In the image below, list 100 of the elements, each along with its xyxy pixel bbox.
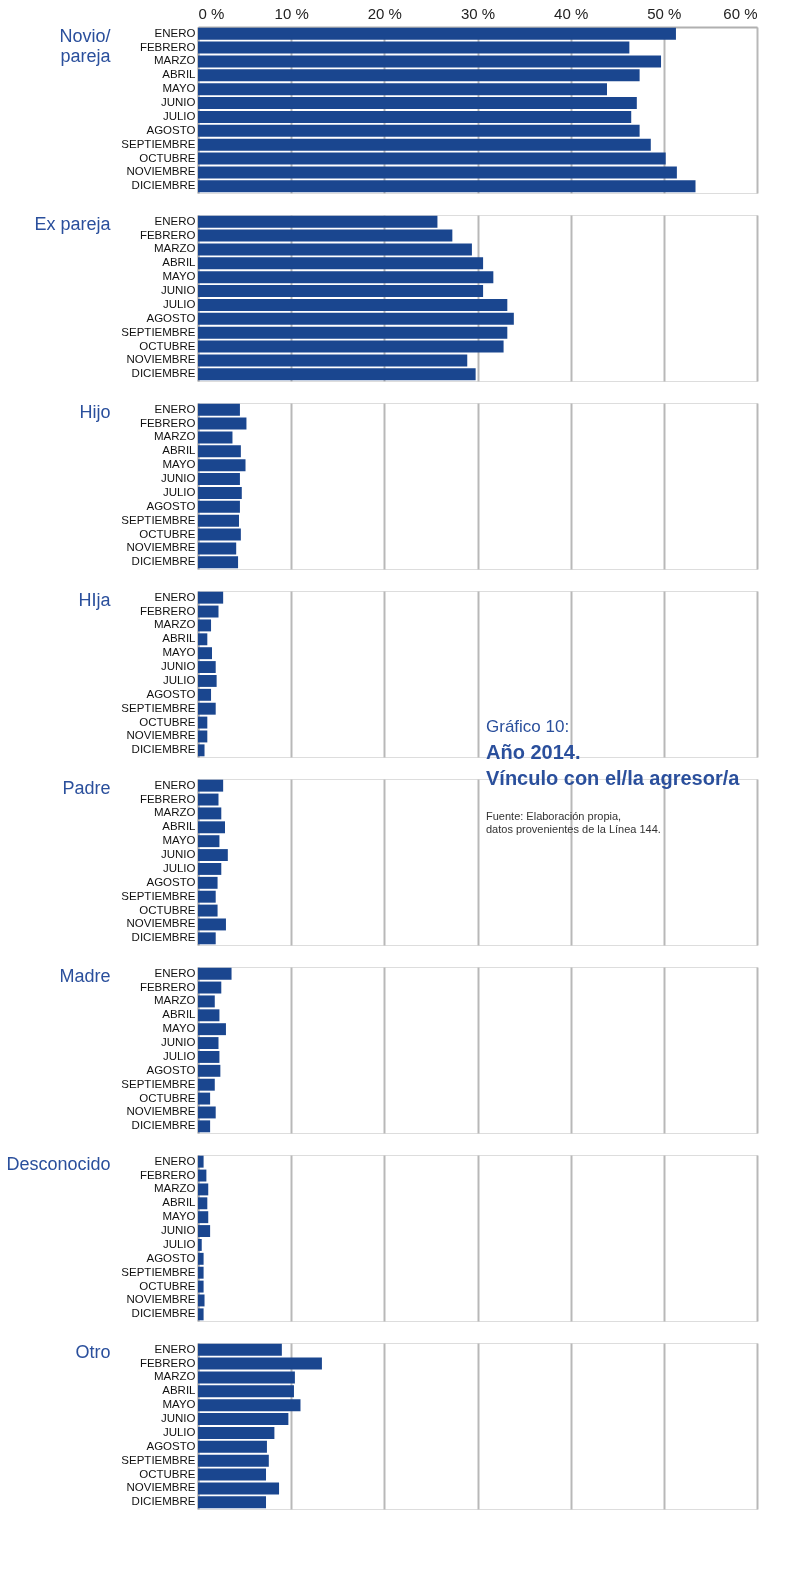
y-tick-label: ABRIL xyxy=(162,444,197,457)
y-tick-label: MARZO xyxy=(153,430,196,443)
y-tick-label: OCTUBRE xyxy=(139,1467,196,1480)
bar xyxy=(198,1197,208,1210)
y-tick-label: SEPTIEMBRE xyxy=(121,701,196,714)
y-tick-label: DICIEMBRE xyxy=(131,1119,196,1132)
bar xyxy=(198,967,232,980)
y-tick-label: OCTUBRE xyxy=(139,903,196,916)
y-tick-label: DICIEMBRE xyxy=(131,555,196,568)
bar xyxy=(198,1064,221,1077)
y-tick-label: OCTUBRE xyxy=(139,151,196,164)
bar xyxy=(198,271,494,284)
bar xyxy=(198,1399,301,1412)
y-tick-label: JUNIO xyxy=(161,848,196,861)
y-tick-label: ABRIL xyxy=(162,1384,197,1397)
bar xyxy=(198,473,240,486)
y-tick-label: ENERO xyxy=(154,402,196,415)
y-tick-label: OCTUBRE xyxy=(139,1279,196,1292)
bar xyxy=(198,1385,294,1398)
bar xyxy=(198,1120,211,1133)
y-tick-label: MAYO xyxy=(162,1210,196,1223)
bar xyxy=(198,1037,219,1050)
y-tick-label: MARZO xyxy=(153,618,196,631)
y-tick-label: ENERO xyxy=(154,966,196,979)
y-tick-label: FEBRERO xyxy=(139,1356,196,1369)
bar xyxy=(198,1238,202,1251)
bar xyxy=(198,744,205,757)
x-tick-label: 20 % xyxy=(367,4,402,22)
bar xyxy=(198,932,216,945)
y-axis-title: Otro xyxy=(75,1341,111,1362)
y-tick-label: AGOSTO xyxy=(146,687,196,700)
bar xyxy=(198,445,241,458)
bar xyxy=(198,1343,282,1356)
y-tick-label: SEPTIEMBRE xyxy=(121,1077,196,1090)
y-tick-label: ABRIL xyxy=(162,820,197,833)
y-tick-label: AGOSTO xyxy=(146,875,196,888)
y-tick-label: NOVIEMBRE xyxy=(126,541,196,554)
x-tick-label: 10 % xyxy=(274,4,309,22)
y-tick-label: ABRIL xyxy=(162,1196,197,1209)
y-tick-label: ABRIL xyxy=(162,1008,197,1021)
y-tick-label: MAYO xyxy=(162,82,196,95)
bar xyxy=(198,835,220,848)
bar xyxy=(198,285,484,298)
bar xyxy=(198,647,212,660)
x-tick-label: 40 % xyxy=(554,4,589,22)
y-tick-label: JULIO xyxy=(162,861,196,874)
bar xyxy=(198,459,246,472)
y-axis-title: Novio/ pareja xyxy=(59,25,112,66)
y-axis-title: Padre xyxy=(62,777,111,798)
y-tick-label: NOVIEMBRE xyxy=(126,1481,196,1494)
bar xyxy=(198,1211,209,1224)
y-tick-label: ENERO xyxy=(154,1342,196,1355)
y-tick-label: DICIEMBRE xyxy=(131,367,196,380)
bar xyxy=(198,688,212,701)
y-tick-label: JUNIO xyxy=(161,1036,196,1049)
y-tick-label: OCTUBRE xyxy=(139,715,196,728)
y-tick-label: AGOSTO xyxy=(146,1063,196,1076)
bar xyxy=(198,1440,267,1453)
y-tick-label: JULIO xyxy=(162,673,196,686)
y-tick-label: ABRIL xyxy=(162,632,197,645)
bar xyxy=(198,862,222,875)
y-tick-label: JUNIO xyxy=(161,284,196,297)
annotation: Fuente: Elaboración propia, datos provenientes de la Línea 144. xyxy=(486,810,661,835)
bar xyxy=(198,1252,204,1265)
bar xyxy=(198,326,508,339)
bar xyxy=(198,257,484,270)
y-tick-label: OCTUBRE xyxy=(139,1091,196,1104)
y-tick-label: MARZO xyxy=(153,1182,196,1195)
chart-title: Año 2014. Vínculo con el/la agresor/a xyxy=(486,741,741,789)
x-tick-label: 50 % xyxy=(647,4,682,22)
y-axis-title: Hijo xyxy=(79,401,111,422)
y-tick-label: ABRIL xyxy=(162,256,197,269)
y-tick-label: MAYO xyxy=(162,458,196,471)
y-axis-title: HIja xyxy=(78,589,112,610)
y-tick-label: JUNIO xyxy=(161,660,196,673)
y-tick-label: MARZO xyxy=(153,1370,196,1383)
y-tick-label: NOVIEMBRE xyxy=(126,1105,196,1118)
bar xyxy=(198,1009,220,1022)
bar xyxy=(198,368,476,381)
y-tick-label: ENERO xyxy=(154,590,196,603)
y-tick-label: JULIO xyxy=(162,1425,196,1438)
bar xyxy=(198,514,239,527)
y-tick-label: MARZO xyxy=(153,242,196,255)
bar xyxy=(198,702,216,715)
y-tick-label: NOVIEMBRE xyxy=(126,353,196,366)
bar xyxy=(198,849,228,862)
y-tick-label: SEPTIEMBRE xyxy=(121,513,196,526)
y-axis-title: Madre xyxy=(59,965,111,986)
bar xyxy=(198,1078,215,1091)
y-tick-label: ENERO xyxy=(154,26,196,39)
y-tick-label: SEPTIEMBRE xyxy=(121,137,196,150)
y-tick-label: MARZO xyxy=(153,54,196,67)
y-tick-label: AGOSTO xyxy=(146,123,196,136)
y-tick-label: MAYO xyxy=(162,1022,196,1035)
y-tick-label: DICIEMBRE xyxy=(131,1307,196,1320)
y-tick-label: ENERO xyxy=(154,778,196,791)
y-tick-label: NOVIEMBRE xyxy=(126,729,196,742)
x-tick-label: 60 % xyxy=(723,4,758,22)
y-tick-label: JUNIO xyxy=(161,96,196,109)
bar xyxy=(198,821,226,834)
